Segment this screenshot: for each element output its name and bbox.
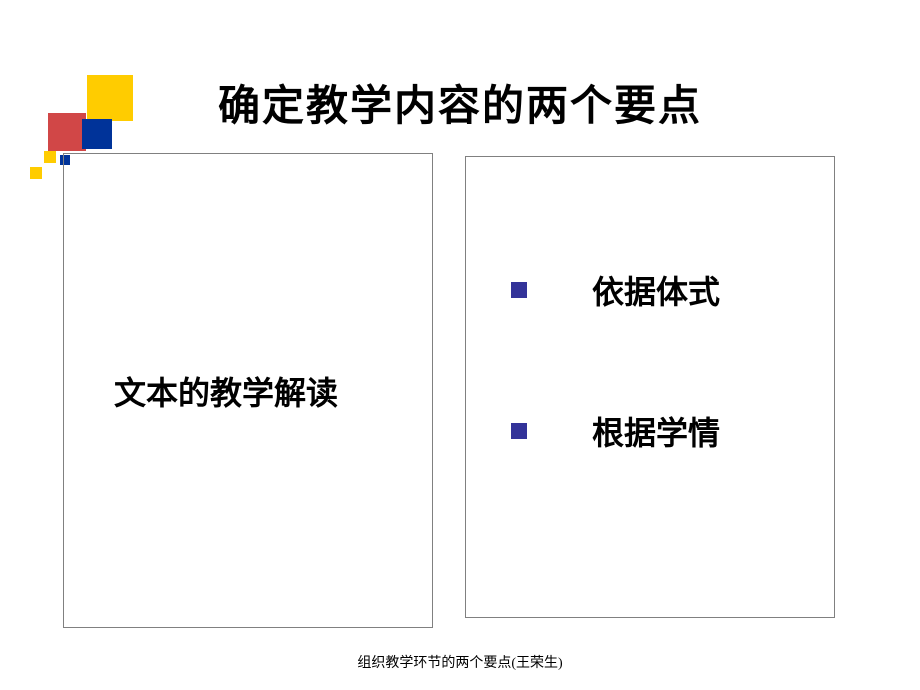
left-content-box: 文本的教学解读 xyxy=(63,153,433,628)
right-item-1-text: 依据体式 xyxy=(592,267,720,313)
slide-title: 确定教学内容的两个要点 xyxy=(0,72,920,133)
bullet-square-icon xyxy=(511,423,527,439)
right-item-1: 依据体式 xyxy=(511,267,834,313)
right-item-2-text: 根据学情 xyxy=(592,408,720,454)
left-box-text: 文本的教学解读 xyxy=(114,368,338,414)
decor-square-small-2 xyxy=(30,167,42,179)
right-item-2: 根据学情 xyxy=(511,408,834,454)
right-content-box: 依据体式 根据学情 xyxy=(465,156,835,618)
bullet-square-icon xyxy=(511,282,527,298)
footer-text: 组织教学环节的两个要点(王荣生) xyxy=(0,652,920,672)
decor-square-small-1 xyxy=(44,151,56,163)
